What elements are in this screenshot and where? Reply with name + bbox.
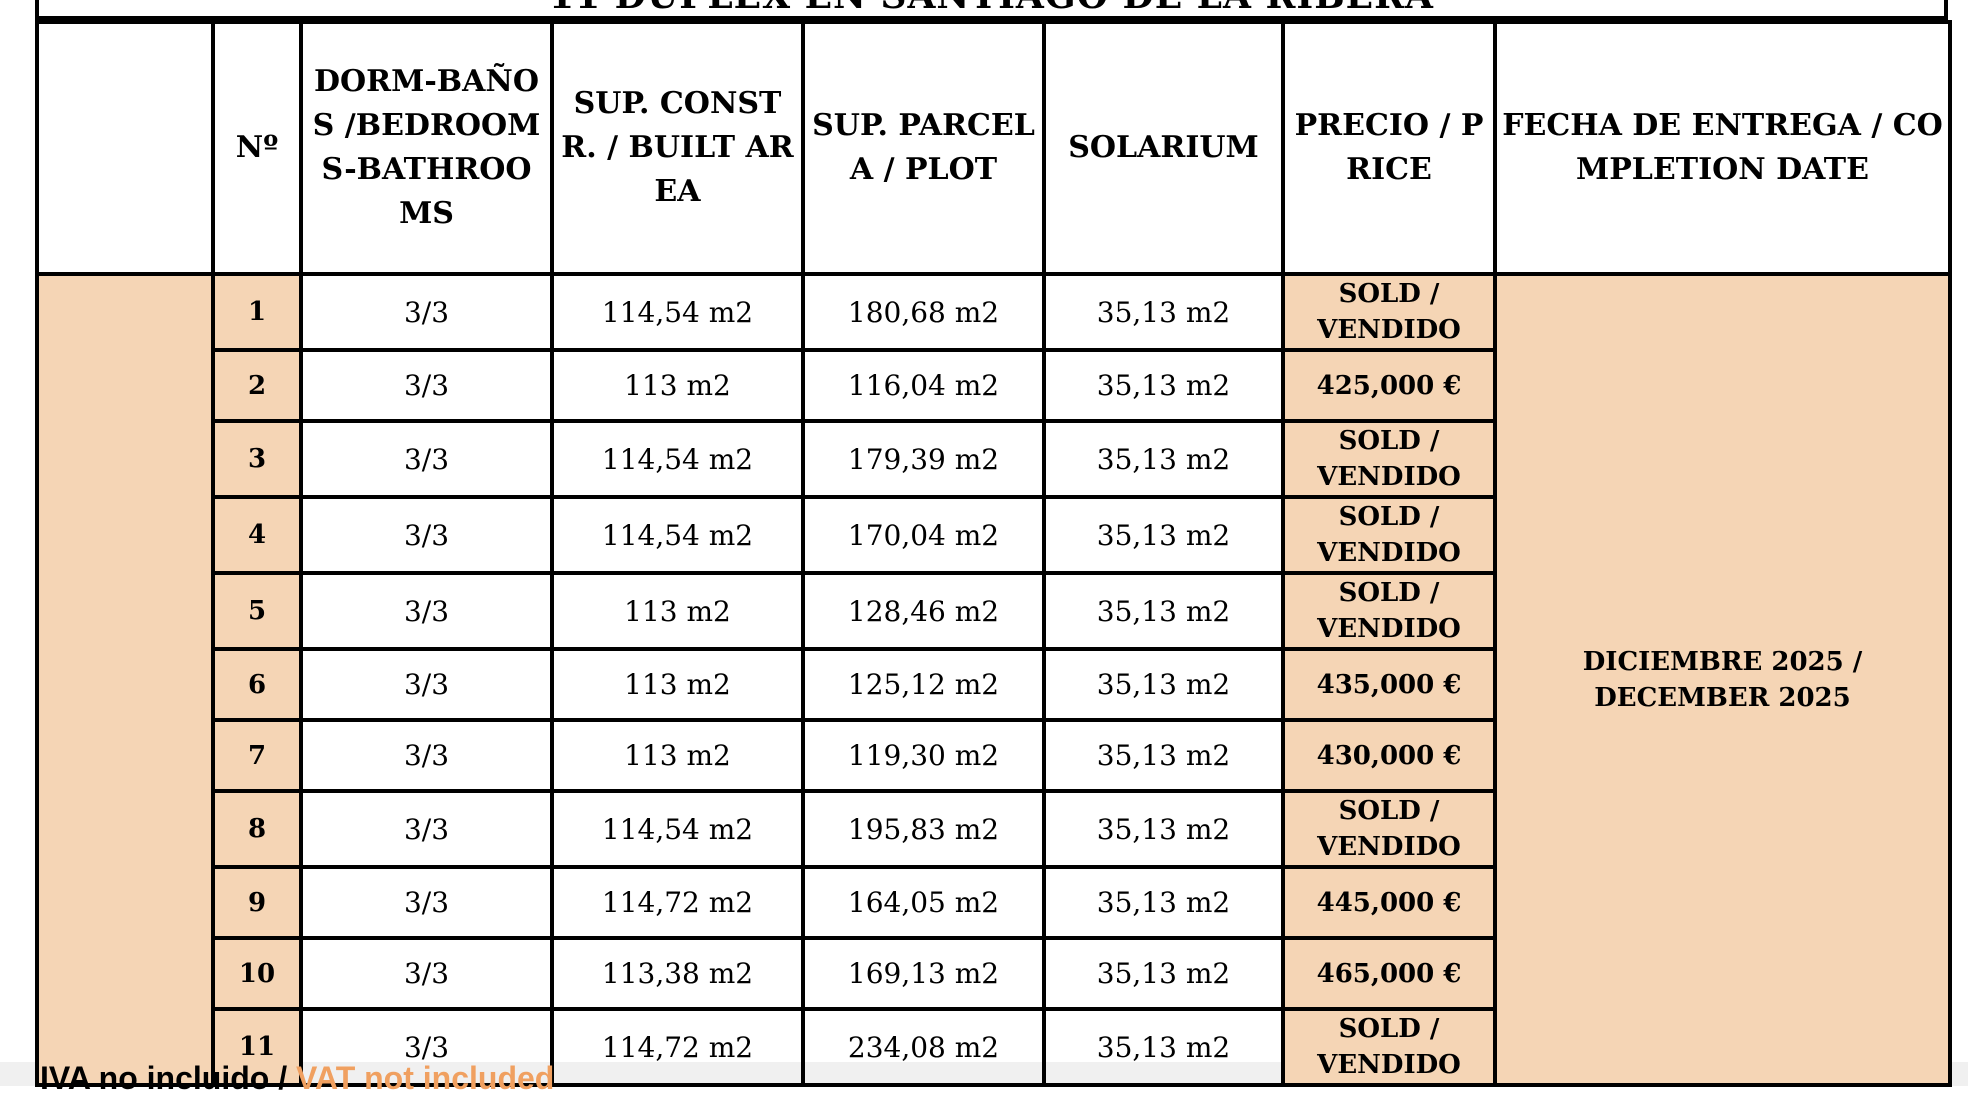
table-row: 6 3/3 113 m2 125,12 m2 35,13 m2 435,000 € [37,647,1950,722]
table-cell: 35,13 m2 [1042,789,1285,869]
table-cell: 234,08 m2 [801,1007,1046,1087]
table-row: 4 3/3 114,54 m2 170,04 m2 35,13 m2 SOLD / VEN… [37,495,1950,575]
table-row: 5 3/3 113 m2 128,46 m2 35,13 m2 SOLD / VENDID… [37,571,1950,651]
header-row: Nº DORM-BAÑOS /BEDROOMS-BATHROOMS SUP. CON… [35,20,1952,276]
table-cell: 113 m2 [550,718,805,793]
table-row: 2 3/3 113 m2 116,04 m2 35,13 m2 425,000 € [37,348,1950,423]
table-row: 7 3/3 113 m2 119,30 m2 35,13 m2 430,000 € [37,718,1950,793]
table-cell: 4 [211,495,303,575]
header-cell: Nº [211,20,303,276]
table-cell: 3/3 [299,936,554,1011]
table-cell: 114,54 m2 [550,419,805,499]
table-cell: 114,54 m2 [550,272,805,352]
header-cell: PRECIO / PRICE [1281,20,1497,276]
table-cell: 164,05 m2 [801,865,1046,940]
title: 11 DUPLEX EN SANTIAGO DE LA RIBERA [35,0,1948,20]
table-cell: 3/3 [299,495,554,575]
table-cell: 35,13 m2 [1042,495,1285,575]
table-cell: 3/3 [299,419,554,499]
table-cell: 119,30 m2 [801,718,1046,793]
table-cell: 169,13 m2 [801,936,1046,1011]
table-cell: 35,13 m2 [1042,419,1285,499]
table-body: 1 3/3 114,54 m2 180,68 m2 35,13 m2 SOLD / VEN… [35,272,1952,1087]
price-cell: SOLD / VENDIDO [1281,495,1497,575]
table-cell: 1 [211,272,303,352]
table-cell: 35,13 m2 [1042,348,1285,423]
table-cell: 35,13 m2 [1042,936,1285,1011]
vat-note: IVA no incluido / [40,1060,288,1096]
table-cell: 3/3 [299,789,554,869]
table-cell: 35,13 m2 [1042,865,1285,940]
table-cell: 3/3 [299,571,554,651]
completion-date: DICIEMBRE 2025 / DECEMBER 2025 [1493,272,1952,1087]
table-cell: 7 [211,718,303,793]
table-cell: 2 [211,348,303,423]
table-cell: 3/3 [299,865,554,940]
table-row: 9 3/3 114,72 m2 164,05 m2 35,13 m2 445,000 € [37,865,1950,940]
table-cell: 113 m2 [550,571,805,651]
table-row: 8 3/3 114,54 m2 195,83 m2 35,13 m2 SOLD / VEN… [37,789,1950,869]
table-cell: 35,13 m2 [1042,272,1285,352]
header-cell: FECHA DE ENTREGA / COMPLETION DATE [1493,20,1952,276]
price-cell: SOLD / VENDIDO [1281,789,1497,869]
table-cell: 125,12 m2 [801,647,1046,722]
table-cell: 114,54 m2 [550,789,805,869]
table-cell: 5 [211,571,303,651]
table-cell: 35,13 m2 [1042,647,1285,722]
price-cell: 430,000 € [1281,718,1497,793]
table-cell: 128,46 m2 [801,571,1046,651]
price-cell: SOLD / VENDIDO [1281,272,1497,352]
table-row: 1 3/3 114,54 m2 180,68 m2 35,13 m2 SOLD / VEN… [35,272,1952,1087]
table-cell: 6 [211,647,303,722]
table-cell: 10 [211,936,303,1011]
price-cell: SOLD / VENDIDO [1281,571,1497,651]
price-cell: 445,000 € [1281,865,1497,940]
table-cell: 3/3 [299,348,554,423]
table-cell: 116,04 m2 [801,348,1046,423]
table-cell: 35,13 m2 [1042,571,1285,651]
table-cell: 9 [211,865,303,940]
table-cell: 179,39 m2 [801,419,1046,499]
table-cell: 195,83 m2 [801,789,1046,869]
table-row: 3 3/3 114,54 m2 179,39 m2 35,13 m2 SOLD / VEN… [37,419,1950,499]
header-cell: SUP. CONSTR. / BUILT AREA [550,20,805,276]
table-cell: 8 [211,789,303,869]
header-cell: SOLARIUM [1042,20,1285,276]
table-cell: 3/3 [299,647,554,722]
table-row: 11 3/3 114,72 m2 234,08 m2 35,13 m2 SOLD / VE… [37,1007,1950,1087]
footer: IVA no incluido / VAT not included [40,1060,554,1097]
vat-note-en: VAT not included [295,1060,555,1096]
price-table: Nº DORM-BAÑOS /BEDROOMS-BATHROOMS SUP. CON… [35,20,1952,1087]
side-cell [35,272,215,1087]
table-cell: 180,68 m2 [801,272,1046,352]
table-cell: 170,04 m2 [801,495,1046,575]
table-cell: 114,54 m2 [550,495,805,575]
table-row: 10 3/3 113,38 m2 169,13 m2 35,13 m2 465,000 € [37,936,1950,1011]
table-cell: 11 [211,1007,303,1087]
table-cell: 113 m2 [550,647,805,722]
header-cell: SUP. PARCELA / PLOT [801,20,1046,276]
price-cell: 425,000 € [1281,348,1497,423]
table-cell: 35,13 m2 [1042,718,1285,793]
price-cell: 435,000 € [1281,647,1497,722]
table-cell: 113,38 m2 [550,936,805,1011]
header-cell: DORM-BAÑOS /BEDROOMS-BATHROOMS [299,20,554,276]
table-cell: 114,72 m2 [550,865,805,940]
table-cell: 35,13 m2 [1042,1007,1285,1087]
price-cell: SOLD / VENDIDO [1281,419,1497,499]
table-cell: 3 [211,419,303,499]
table-cell: 114,72 m2 [550,1007,805,1087]
price-cell: 465,000 € [1281,936,1497,1011]
table-cell: 3/3 [299,718,554,793]
header-cell [35,20,215,276]
table-cell: 3/3 [299,1007,554,1087]
price-cell: SOLD / VENDIDO [1281,1007,1497,1087]
table-cell: 113 m2 [550,348,805,423]
table-cell: 3/3 [299,272,554,352]
